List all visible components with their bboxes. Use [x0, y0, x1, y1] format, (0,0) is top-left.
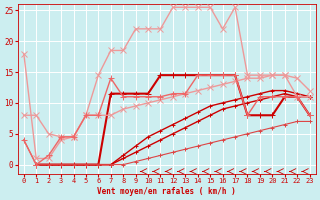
X-axis label: Vent moyen/en rafales ( km/h ): Vent moyen/en rafales ( km/h ) — [97, 187, 236, 196]
